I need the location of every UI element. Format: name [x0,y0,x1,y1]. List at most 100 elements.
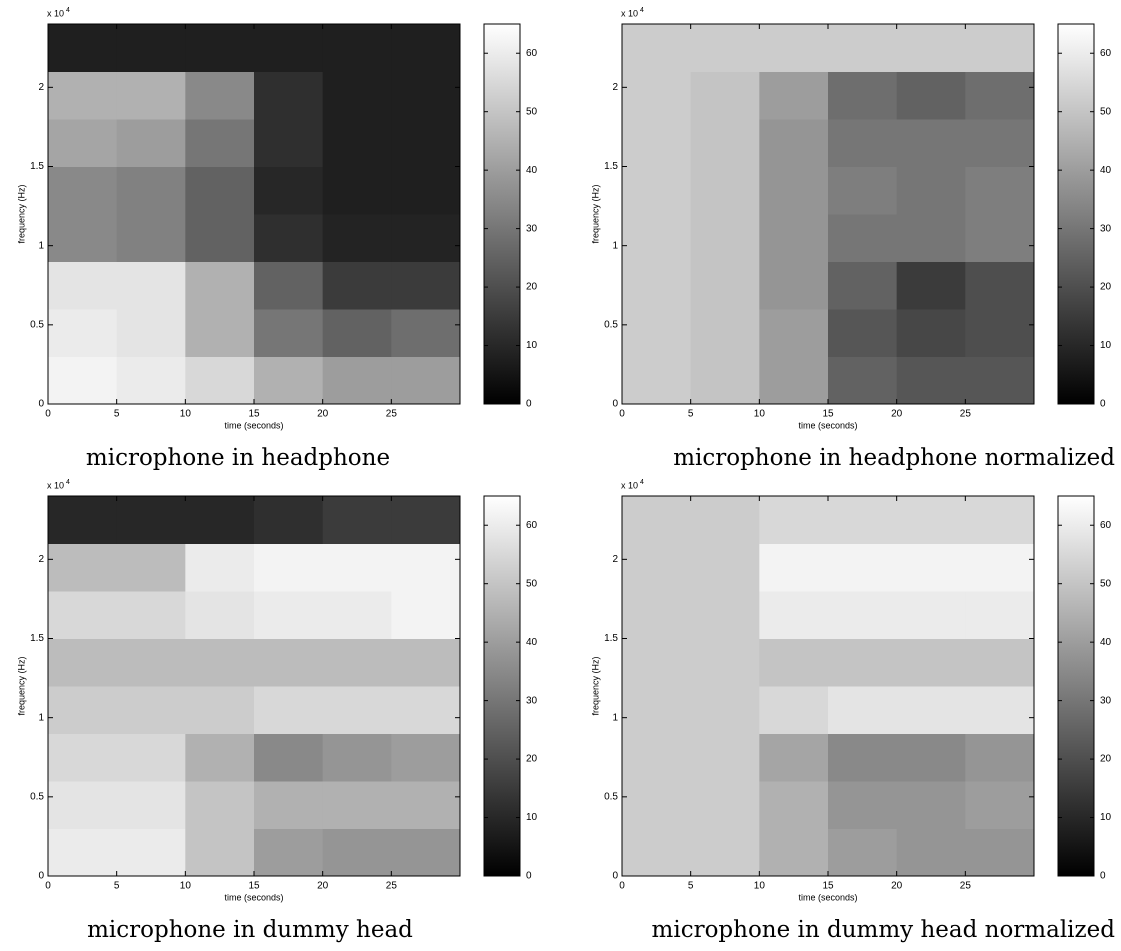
x-tick-label: 15 [248,409,260,420]
heatmap-cell [896,496,966,544]
x-tick-label: 0 [45,881,51,892]
heatmap-cell [185,166,255,215]
x-axis-label: time (seconds) [224,420,283,430]
heatmap-cell [690,24,760,72]
heatmap-cell [391,781,461,829]
heatmap-cell [48,261,118,310]
heatmap-cell [759,591,829,639]
heatmap-cell [48,733,118,782]
heatmap-cell [48,71,118,120]
heatmap-cell [759,496,829,544]
heatmap-cell [828,261,898,310]
x-tick-label: 25 [960,881,972,892]
heatmap-cell [391,24,461,72]
y-tick-label: 1 [612,712,618,723]
heatmap-cell [322,214,392,262]
colorbar [483,23,521,405]
heatmap-cell [622,214,692,262]
colorbar-tick-label: 20 [1100,754,1112,765]
heatmap-cell [828,733,898,782]
heatmap-cell [828,356,898,405]
heatmap-cell [254,733,324,782]
heatmap-cell [622,686,692,734]
x-tick-label: 25 [386,409,398,420]
heatmap-cell [254,356,324,405]
heatmap-cell [690,119,760,167]
heatmap-cell [322,356,392,405]
x-tick-label: 10 [754,409,766,420]
heatmap-cell [828,591,898,639]
x-tick-label: 20 [891,409,903,420]
x-tick-label: 10 [754,881,766,892]
heatmap-cell [965,356,1035,405]
y-tick-label: 1.5 [604,633,618,644]
colorbar [1057,495,1095,877]
panel-caption: microphone in dummy head normalized [652,917,1116,943]
heatmap-cell [828,309,898,357]
heatmap-cell [254,828,324,877]
heatmap-cell [48,356,118,405]
heatmap-cell [185,309,255,357]
heatmap-cell [896,733,966,782]
heatmap-cell [116,543,186,592]
y-tick-label: 1.5 [30,633,44,644]
heatmap-cell [828,638,898,687]
heatmap-cell [965,591,1035,639]
heatmap-cell [391,496,461,544]
colorbar-tick-label: 10 [526,340,538,351]
heatmap-cell [116,356,186,405]
colorbar-tick-label: 30 [1100,695,1112,706]
colorbar-tick-label: 10 [1100,340,1112,351]
heatmap-cell [965,781,1035,829]
y-tick-label: 0.5 [604,791,618,802]
heatmap-cell [116,686,186,734]
y-tick-label: 2 [612,554,618,565]
heatmap-cell [828,686,898,734]
x-tick-label: 5 [688,409,694,420]
x-tick-label: 20 [891,881,903,892]
heatmap-cell [391,214,461,262]
heatmap-cell [828,828,898,877]
colorbar-tick-label: 40 [1100,165,1112,176]
heatmap-cell [759,71,829,120]
heatmap-cell [254,71,324,120]
heatmap-cell [185,214,255,262]
heatmap-cell [116,214,186,262]
heatmap-cell [391,309,461,357]
heatmap-cell [828,24,898,72]
heatmap-cell [48,591,118,639]
heatmap-cell [965,496,1035,544]
heatmap-cell [116,733,186,782]
colorbar [483,495,521,877]
heatmap-cell [185,733,255,782]
heatmap-cell [391,638,461,687]
heatmap-cell [965,686,1035,734]
heatmap-cell [759,261,829,310]
heatmap-cell [391,733,461,782]
heatmap-cell [690,214,760,262]
heatmap-cell [185,543,255,592]
heatmap-cell [185,356,255,405]
heatmap-cell [322,24,392,72]
heatmap-cell [759,828,829,877]
heatmap-cell [690,543,760,592]
y-tick-label: 0 [38,871,44,882]
heatmap-cell [759,686,829,734]
heatmap-cell [965,733,1035,782]
heatmap-cell [622,24,692,72]
heatmap-cell [48,686,118,734]
colorbar-tick-label: 60 [526,520,538,531]
y-multiplier-exp: 4 [66,479,70,486]
heatmap-cell [828,71,898,120]
colorbar-tick-label: 40 [1100,637,1112,648]
heatmap-cell [116,24,186,72]
x-axis-label: time (seconds) [224,892,283,902]
heatmap-cell [254,496,324,544]
heatmap-cell [116,781,186,829]
heatmap-cell [185,591,255,639]
heatmap-cell [391,71,461,120]
heatmap-cell [896,591,966,639]
heatmap-cell [322,638,392,687]
